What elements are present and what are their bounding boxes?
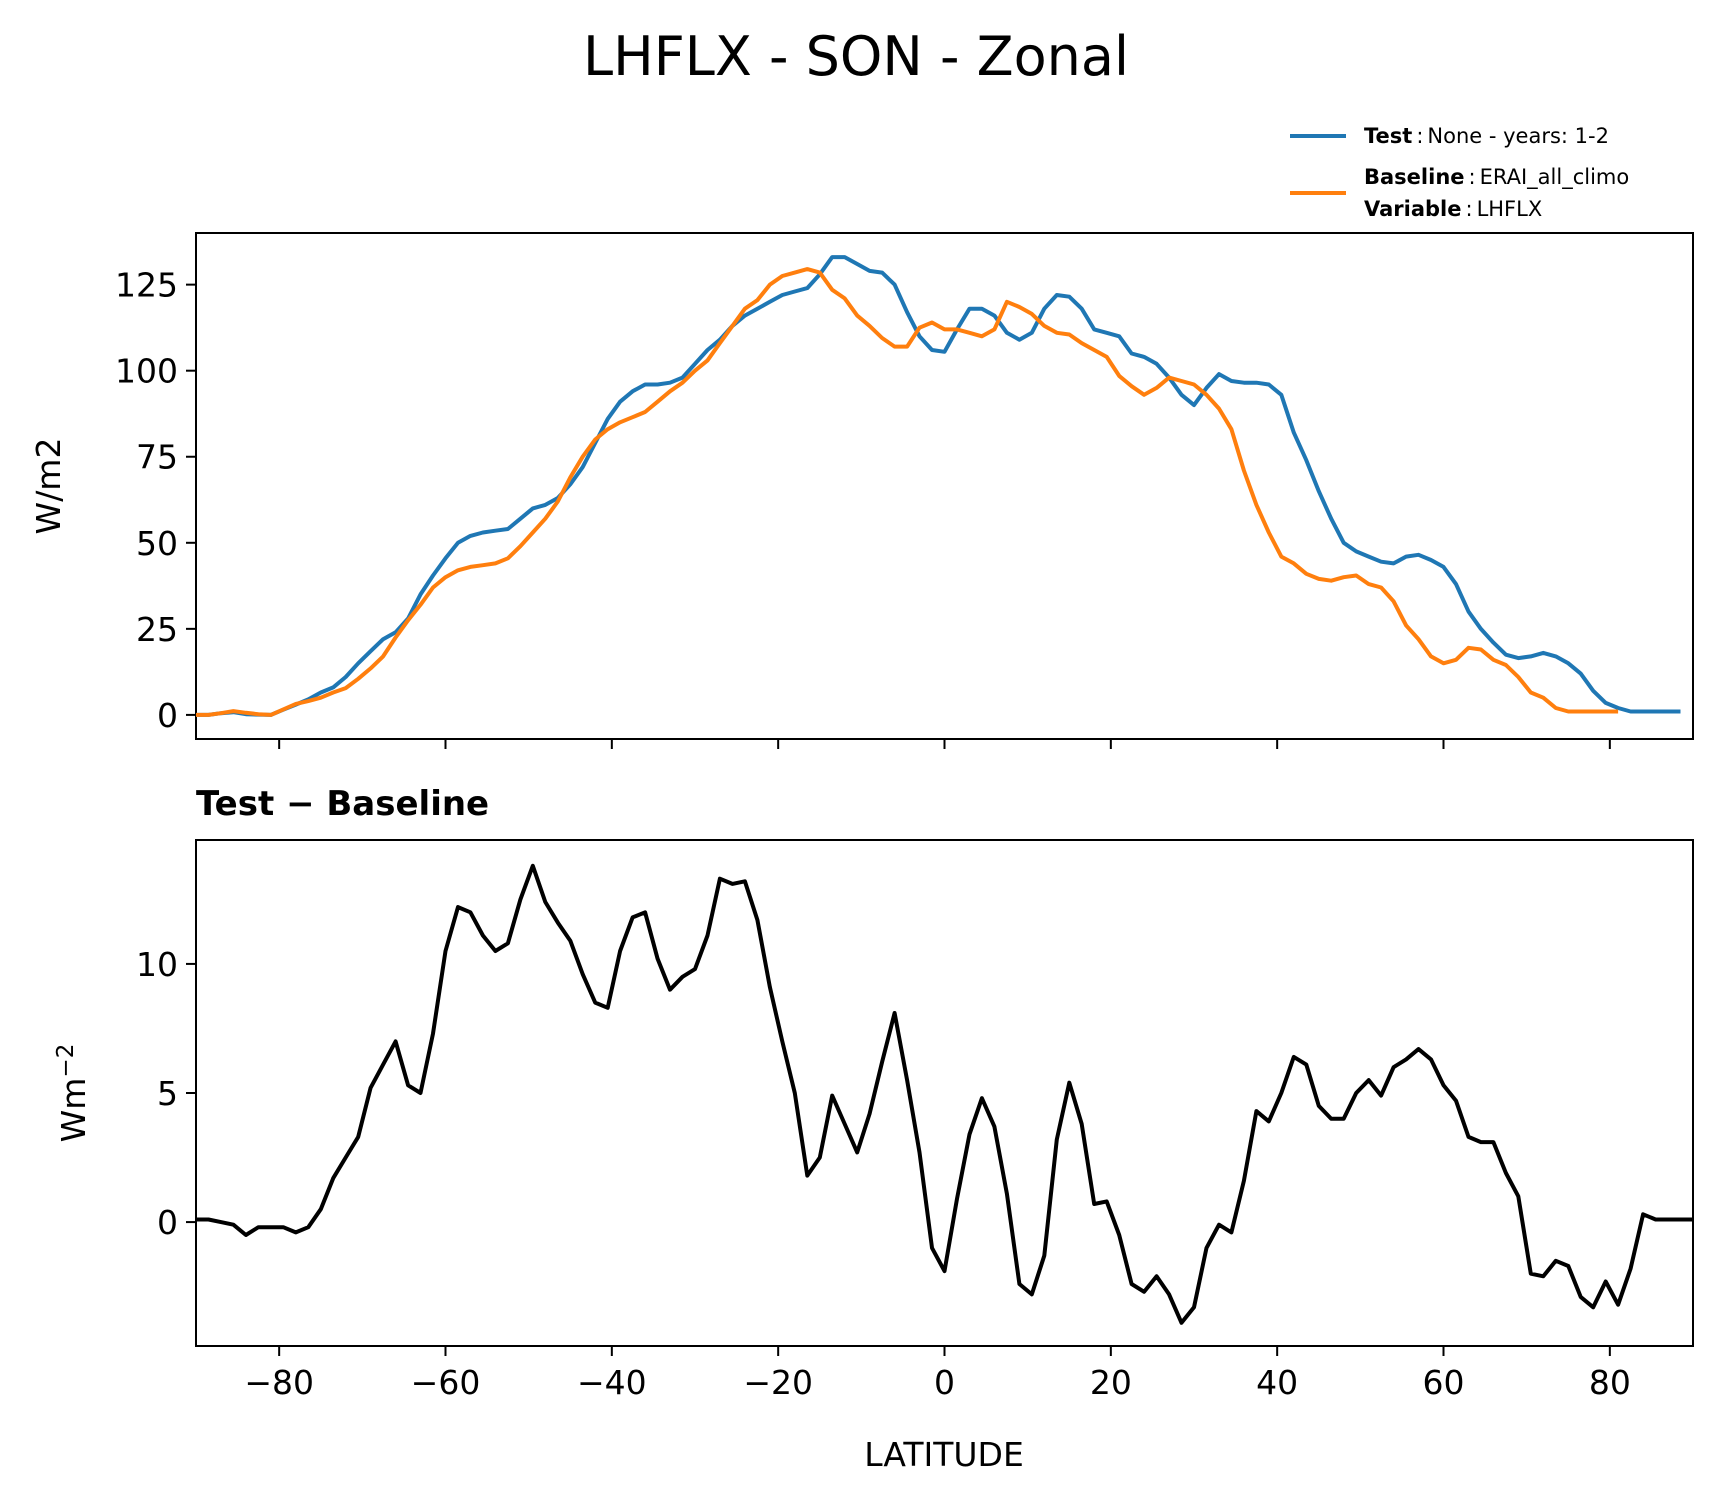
legend-test-name: Test [1364,124,1412,148]
top-y-tick-label: 0 [157,696,178,735]
legend-variable-name: Variable [1364,197,1461,221]
top-series-baseline [196,267,1619,717]
top-axis-ticks: 0 25 50 75 100 125 [115,266,1611,749]
legend-variable-entry: Variable: LHFLX [1364,197,1542,221]
legend-sep: : [1465,197,1472,221]
bottom-x-tick-label: 40 [1256,1363,1298,1402]
bottom-y-tick-label: 5 [157,1074,178,1113]
top-axes-frame [195,232,1694,740]
zonal-mean-panel: 0 25 50 75 100 125 W/m2 [29,232,1694,749]
difference-panel: Test − Baseline 0 5 10 −80 −60 −40 −20 0 20 40 60 8… [53,784,1694,1474]
legend: Test: None - years: 1-2 Baseline: ERAI_all… [1290,124,1629,221]
legend-sep: : [1416,124,1423,148]
legend-baseline-entry: Baseline: ERAI_all_climo [1364,165,1629,190]
bottom-x-tick-label: 20 [1090,1363,1132,1402]
bottom-series [196,863,1693,1325]
bottom-x-tick-label: −60 [411,1363,481,1402]
bottom-y-tick-label: 10 [136,945,178,984]
top-y-tick-label: 50 [136,524,178,563]
x-axis-label: LATITUDE [864,1435,1024,1474]
bottom-x-tick-label: 80 [1589,1363,1631,1402]
top-series [196,255,1681,717]
bottom-y-axis-label: Wm−2 [53,1044,93,1143]
top-y-axis-label: W/m2 [29,438,68,535]
legend-test-entry: Test: None - years: 1-2 [1364,124,1609,148]
top-y-tick-label: 25 [136,610,178,649]
bottom-x-tick-label: 0 [934,1363,955,1402]
legend-sep: : [1469,165,1476,189]
top-y-tick-label: 100 [115,352,178,391]
legend-test-desc: None - years: 1-2 [1427,124,1609,148]
bottom-x-tick-label: −40 [577,1363,647,1402]
bottom-axis-ticks: 0 5 10 −80 −60 −40 −20 0 20 40 60 80 [136,945,1631,1402]
bottom-series-test-baseline [196,863,1693,1325]
bottom-y-tick-label: 0 [157,1203,178,1242]
difference-panel-title: Test − Baseline [196,784,489,824]
figure-title: LHFLX - SON - Zonal [583,25,1129,88]
legend-baseline-name: Baseline [1364,165,1465,189]
bottom-y-label-main: Wm [54,1078,93,1143]
bottom-x-tick-label: −80 [244,1363,314,1402]
bottom-x-tick-label: 60 [1423,1363,1465,1402]
top-y-tick-label: 125 [115,266,178,305]
legend-variable-desc: LHFLX [1477,197,1543,221]
bottom-x-tick-label: −20 [743,1363,813,1402]
legend-baseline-desc: ERAI_all_climo [1480,165,1630,190]
bottom-y-label-sup: −2 [53,1044,79,1078]
top-y-tick-label: 75 [136,438,178,477]
top-series-test [196,255,1681,717]
